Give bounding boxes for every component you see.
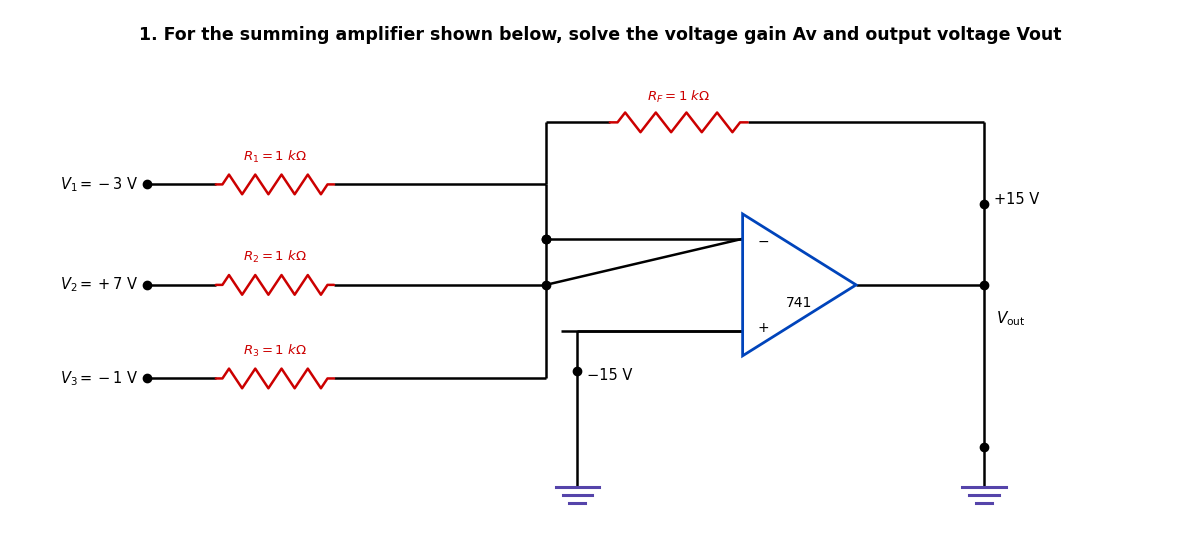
Text: $R_1 = 1$ k$\Omega$: $R_1 = 1$ k$\Omega$ [244,148,307,165]
Text: $R_2 = 1$ k$\Omega$: $R_2 = 1$ k$\Omega$ [244,249,307,265]
Text: $V_3 = -1$ V: $V_3 = -1$ V [60,369,139,388]
Text: +: + [757,321,769,335]
Text: 1. For the summing amplifier shown below, solve the voltage gain Av and output v: 1. For the summing amplifier shown below… [139,26,1061,44]
Text: $V_2 = +7$ V: $V_2 = +7$ V [60,275,139,294]
Text: −15 V: −15 V [587,368,632,383]
Text: 741: 741 [786,296,812,310]
Text: −: − [757,235,769,249]
Text: $R_3 = 1$ k$\Omega$: $R_3 = 1$ k$\Omega$ [244,343,307,359]
Text: $V_1 = -3$ V: $V_1 = -3$ V [60,175,139,194]
Text: $R_F = 1$ k$\Omega$: $R_F = 1$ k$\Omega$ [647,89,710,105]
Text: $V_{\rm out}$: $V_{\rm out}$ [996,310,1026,328]
Text: +15 V: +15 V [994,192,1039,207]
